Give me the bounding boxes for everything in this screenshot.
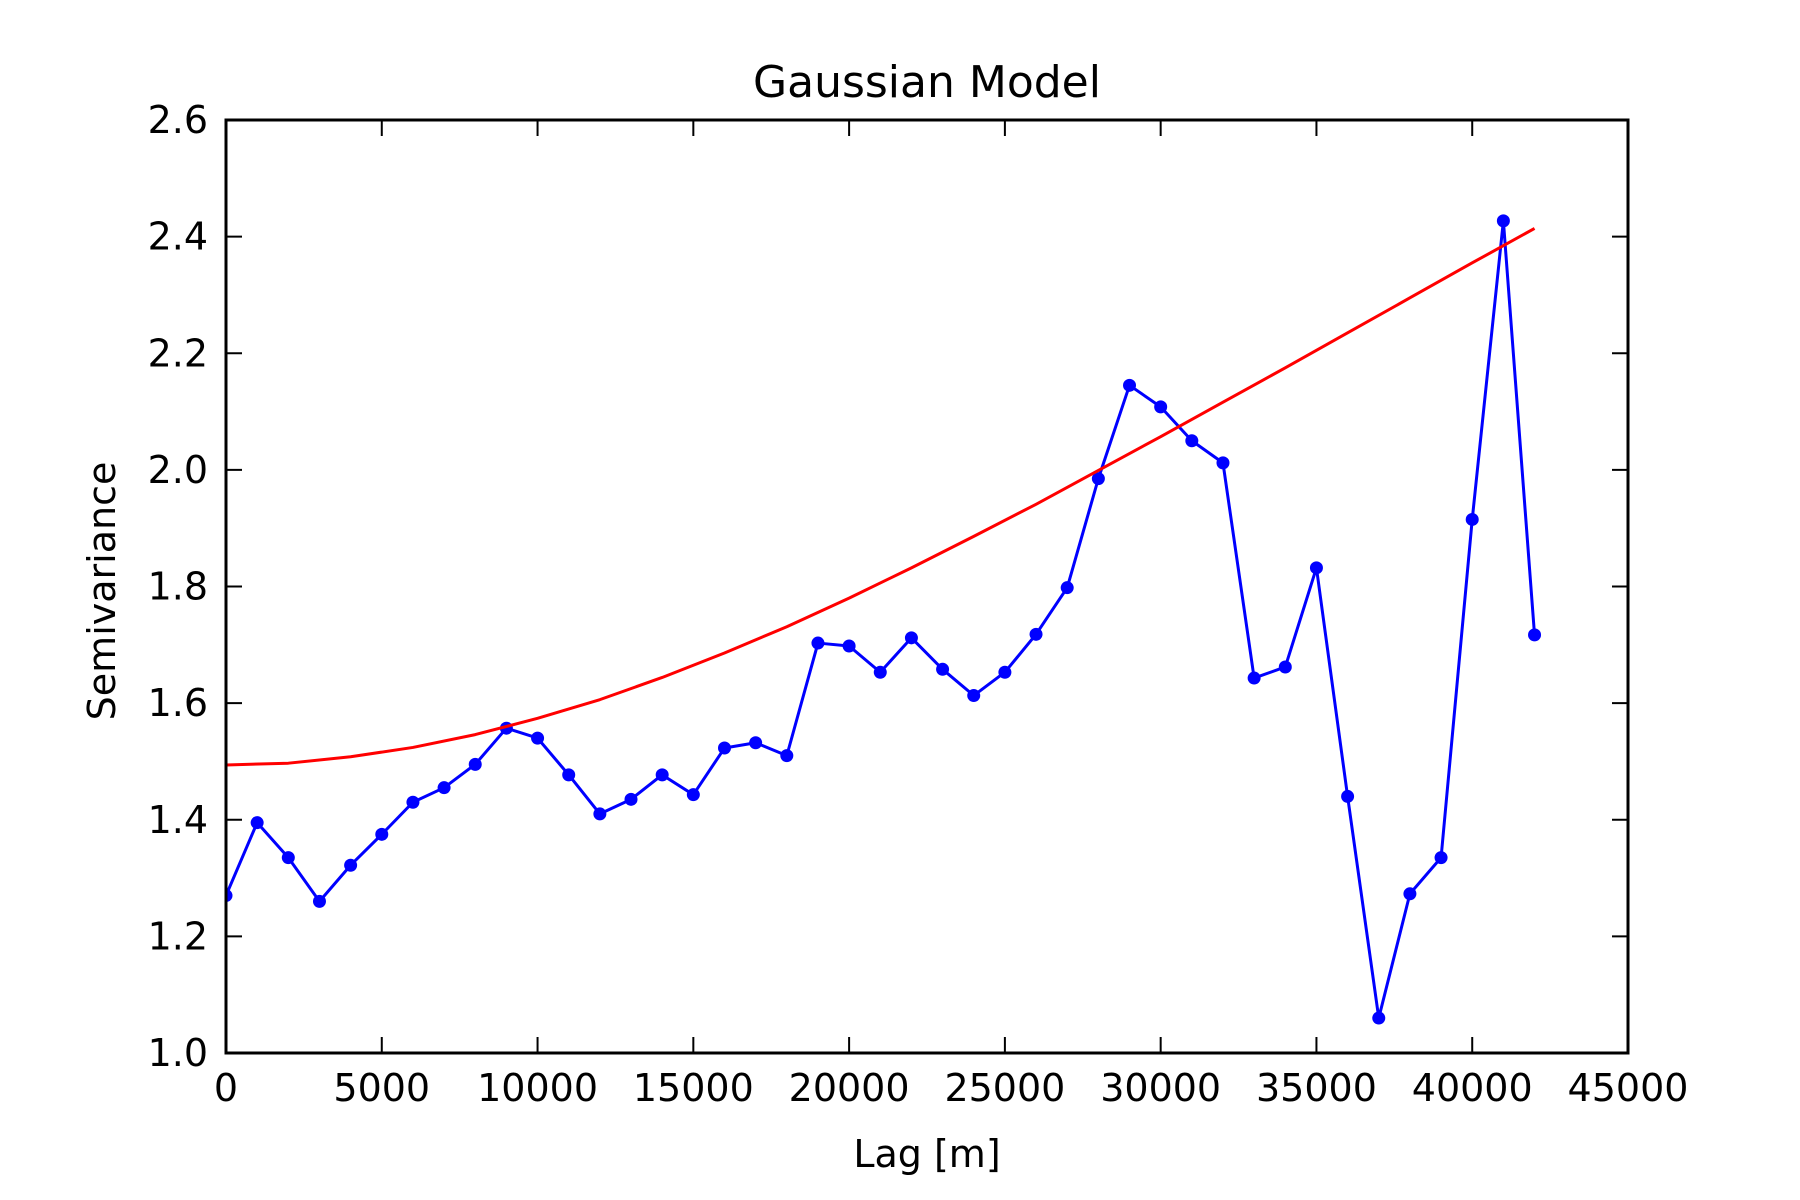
series-layer	[226, 214, 1542, 1025]
series-line-1	[226, 227, 1536, 767]
data-point	[226, 889, 233, 903]
x-tick-label: 15000	[633, 1066, 754, 1110]
data-point	[1029, 627, 1043, 641]
data-point	[1465, 512, 1479, 526]
data-point	[936, 662, 950, 676]
y-tick-label: 1.0	[148, 1031, 208, 1075]
data-point	[375, 827, 389, 841]
series-line-0	[226, 219, 1537, 1020]
data-point	[437, 781, 451, 795]
x-tick-label: 35000	[1256, 1066, 1377, 1110]
x-tick-label: 40000	[1412, 1066, 1533, 1110]
data-point	[1341, 789, 1355, 803]
y-tick-label: 2.6	[148, 98, 208, 142]
y-tick-label: 1.6	[148, 681, 208, 725]
x-tick-label: 10000	[477, 1066, 598, 1110]
data-point	[1372, 1011, 1386, 1025]
ticks-layer: 0 5000 10000 15000 20000 25000 30000 35000 40000…	[148, 98, 1689, 1110]
x-axis-label: Lag [m]	[853, 1132, 1000, 1176]
x-tick-label: 30000	[1100, 1066, 1221, 1110]
data-point	[1185, 434, 1199, 448]
data-point	[1309, 561, 1323, 575]
data-point	[1123, 378, 1137, 392]
data-point	[281, 851, 295, 865]
data-point	[250, 816, 264, 830]
x-tick-label: 0	[214, 1066, 238, 1110]
y-tick-label: 1.2	[148, 914, 208, 958]
data-point	[904, 631, 918, 645]
data-point	[717, 741, 731, 755]
x-tick-label: 20000	[789, 1066, 910, 1110]
data-point	[655, 768, 669, 782]
data-point	[1403, 887, 1417, 901]
data-point	[531, 731, 545, 745]
data-point	[1154, 400, 1168, 414]
data-point	[1278, 660, 1292, 674]
data-point	[624, 792, 638, 806]
data-point	[1091, 472, 1105, 486]
data-point	[873, 665, 887, 679]
data-point	[686, 788, 700, 802]
data-point	[1247, 671, 1261, 685]
data-point	[468, 757, 482, 771]
y-tick-label: 1.8	[148, 565, 208, 609]
x-tick-label: 45000	[1568, 1066, 1689, 1110]
data-point	[1496, 214, 1510, 228]
y-axis-label: Semivariance	[80, 462, 124, 721]
data-point	[842, 639, 856, 653]
y-tick-label: 2.0	[148, 448, 208, 492]
data-point	[562, 768, 576, 782]
series-1	[226, 227, 1536, 767]
series-0	[226, 214, 1542, 1025]
data-point	[593, 807, 607, 821]
data-point	[312, 894, 326, 908]
data-point	[1434, 851, 1448, 865]
data-point	[1060, 581, 1074, 595]
x-tick-label: 25000	[944, 1066, 1065, 1110]
data-point	[998, 665, 1012, 679]
data-point	[780, 749, 794, 763]
y-tick-label: 1.4	[148, 798, 208, 842]
data-point	[1216, 456, 1230, 470]
data-point	[967, 689, 981, 703]
data-point	[811, 636, 825, 650]
data-point	[344, 858, 358, 872]
x-tick-label: 5000	[333, 1066, 430, 1110]
y-tick-label: 2.4	[148, 215, 208, 259]
plot-area-frame	[224, 118, 1630, 1055]
data-point	[1528, 628, 1542, 642]
data-point	[406, 795, 420, 809]
y-tick-label: 2.2	[148, 331, 208, 375]
data-point	[749, 736, 763, 750]
chart-title: Gaussian Model	[753, 57, 1101, 108]
